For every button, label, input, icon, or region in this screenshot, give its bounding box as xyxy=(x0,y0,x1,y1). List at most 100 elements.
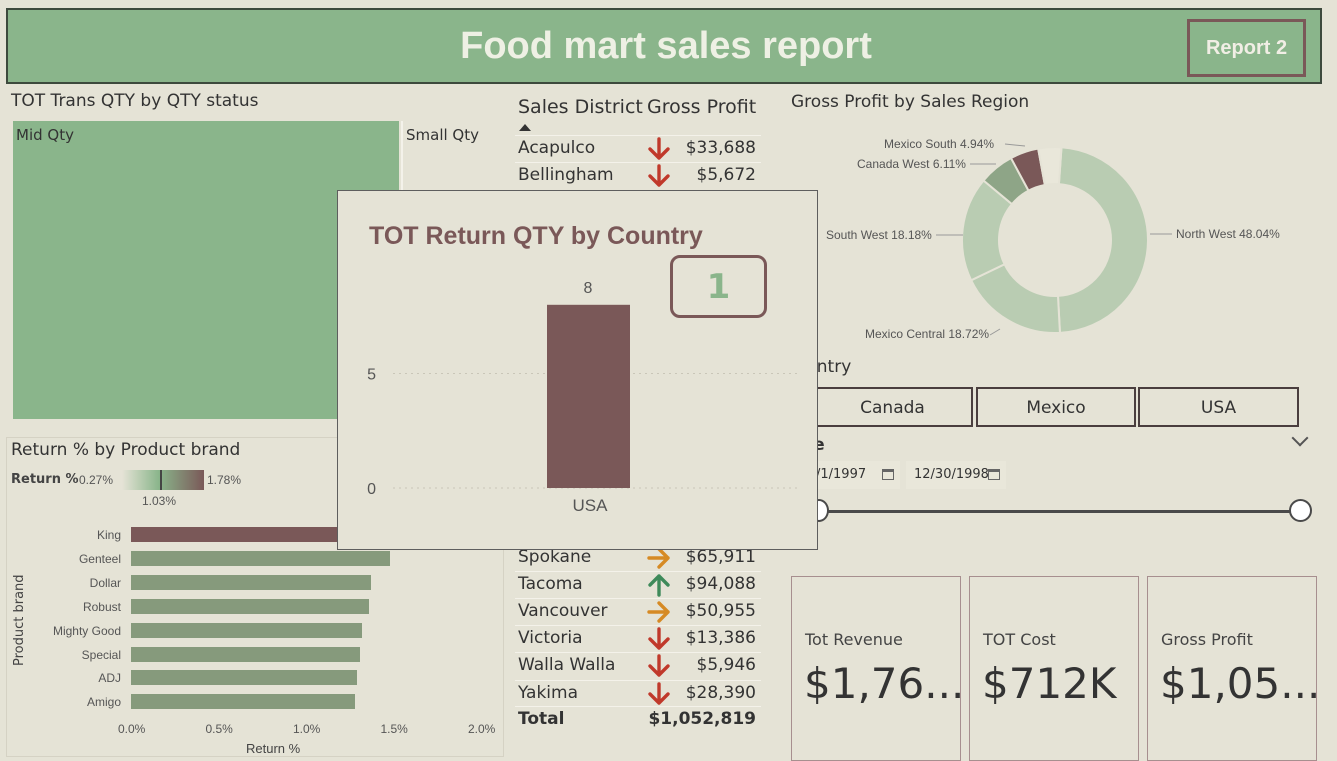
table-total-row: Total $1,052,819 xyxy=(515,706,761,729)
treemap-title: TOT Trans QTY by QTY status xyxy=(11,91,259,111)
kpi-card-revenue: Tot Revenue $1,76... xyxy=(791,576,965,761)
col-header-district[interactable]: Sales District xyxy=(518,96,643,118)
trend-down-arrow-icon xyxy=(647,164,671,188)
table-row[interactable]: Tacoma $94,088 xyxy=(515,571,761,598)
chevron-down-icon[interactable] xyxy=(1291,429,1309,447)
brand-bar[interactable] xyxy=(131,527,352,542)
treemap-cell-label: Small Qty xyxy=(406,126,479,144)
brand-label: Special xyxy=(81,647,121,662)
cell-profit: $28,390 xyxy=(685,682,756,703)
x-tick-label: 1.0% xyxy=(293,722,321,736)
date-end-value: 12/30/1998 xyxy=(914,467,989,482)
legend-min: 0.27% xyxy=(79,473,114,487)
col-header-profit[interactable]: Gross Profit xyxy=(647,96,757,118)
cell-district: Yakima xyxy=(518,682,579,703)
date-range-track[interactable] xyxy=(812,510,1302,513)
bar-data-label: 8 xyxy=(584,280,593,297)
cell-district: Acapulco xyxy=(518,138,596,158)
slicer-button-mexico[interactable]: Mexico xyxy=(976,387,1136,427)
trend-down-arrow-icon xyxy=(647,654,671,678)
y-tick-label: 0 xyxy=(367,481,376,498)
table-row[interactable]: Yakima $28,390 xyxy=(515,679,761,707)
sort-indicator-icon xyxy=(519,124,531,131)
table-row[interactable]: Vancouver $50,955 xyxy=(515,598,761,625)
popup-badge: 1 xyxy=(670,255,767,318)
donut-label-north-west: North West 48.04% xyxy=(1176,227,1280,241)
total-label: Total xyxy=(518,709,565,729)
donut-title: Gross Profit by Sales Region xyxy=(791,92,1030,112)
cell-profit: $33,688 xyxy=(685,138,756,158)
report-2-button[interactable]: Report 2 xyxy=(1187,19,1306,77)
donut-label-south-west: South West 18.18% xyxy=(826,228,932,242)
brand-bar[interactable] xyxy=(131,550,390,566)
total-value: $1,052,819 xyxy=(648,709,756,729)
treemap-cell-label: Mid Qty xyxy=(16,126,74,144)
card-value: $712K xyxy=(982,659,1117,708)
country-bar-chart: 0 5 8 USA xyxy=(367,280,798,515)
donut-slice[interactable] xyxy=(1036,146,1063,187)
legend-max: 1.78% xyxy=(207,473,242,487)
tooltip-popup: TOT Return QTY by Country 1 0 5 8 USA xyxy=(337,190,818,550)
cell-profit: $94,088 xyxy=(685,574,756,595)
date-end-input[interactable]: 12/30/1998 xyxy=(906,461,1006,489)
cell-profit: $5,672 xyxy=(696,165,756,186)
brand-bar[interactable] xyxy=(131,622,362,638)
trend-down-arrow-icon xyxy=(647,627,671,651)
popup-title: TOT Return QTY by Country xyxy=(369,222,703,250)
card-label: TOT Cost xyxy=(983,630,1056,649)
brand-bar[interactable] xyxy=(131,694,355,710)
brand-bar[interactable] xyxy=(131,646,361,662)
brand-bar[interactable] xyxy=(131,598,369,614)
treemap-cell-mid-qty[interactable]: Mid Qty xyxy=(13,121,399,419)
cell-district: Tacoma xyxy=(518,574,583,595)
y-tick-label: 5 xyxy=(367,367,376,384)
legend-gradient xyxy=(122,470,204,490)
report-header: Food mart sales report xyxy=(6,8,1322,84)
table-row[interactable]: Victoria $13,386 xyxy=(515,625,761,652)
table-row[interactable]: Acapulco $33,688 xyxy=(515,135,761,162)
brand-label: ADJ xyxy=(98,671,121,686)
date-range-end-handle[interactable] xyxy=(1289,499,1312,522)
card-label: Gross Profit xyxy=(1161,630,1253,649)
legend-label: Return % xyxy=(11,472,79,487)
brand-bar[interactable] xyxy=(131,670,357,686)
brand-label: Robust xyxy=(82,599,121,614)
legend-mid: 1.03% xyxy=(142,494,177,508)
donut-label-mexico-central: Mexico Central 18.72% xyxy=(865,327,990,341)
donut-label-mexico-south: Mexico South 4.94% xyxy=(884,137,995,151)
trend-up-arrow-icon xyxy=(647,573,671,597)
table-row[interactable]: Bellingham $5,672 xyxy=(515,162,761,189)
slicer-button-usa[interactable]: USA xyxy=(1138,387,1299,427)
cell-profit: $13,386 xyxy=(685,628,756,649)
donut-chart xyxy=(936,143,1172,336)
card-value: $1,05... xyxy=(1160,659,1321,708)
donut-slice[interactable] xyxy=(1056,146,1149,334)
trend-down-arrow-icon xyxy=(647,137,671,161)
calendar-icon[interactable] xyxy=(882,469,894,480)
country-bar[interactable] xyxy=(547,304,630,488)
legend-mid-marker xyxy=(160,470,162,490)
brand-bar[interactable] xyxy=(131,574,371,590)
cell-profit: $50,955 xyxy=(685,601,756,622)
cell-district: Walla Walla xyxy=(518,655,616,676)
card-label: Tot Revenue xyxy=(805,630,903,649)
card-value: $1,76... xyxy=(804,659,965,708)
x-tick-label: 2.0% xyxy=(468,722,496,736)
brand-label: Amigo xyxy=(86,695,121,710)
donut-leader-line xyxy=(1004,143,1026,147)
cell-district: Bellingham xyxy=(518,165,614,186)
cell-profit: $5,946 xyxy=(696,655,756,676)
brand-label: Dollar xyxy=(89,575,121,590)
table-row[interactable]: Walla Walla $5,946 xyxy=(515,652,761,679)
date-start-input[interactable]: /1/1997 xyxy=(808,461,900,489)
cell-district: Vancouver xyxy=(518,601,608,622)
return-chart-title: Return % by Product brand xyxy=(11,440,241,460)
x-tick-label: 1.5% xyxy=(380,722,408,736)
calendar-icon[interactable] xyxy=(988,469,1000,480)
x-category-label: USA xyxy=(573,496,609,515)
slicer-button-canada[interactable]: Canada xyxy=(812,387,973,427)
x-tick-label: 0.5% xyxy=(205,722,233,736)
brand-label: Genteel xyxy=(78,551,121,566)
kpi-card-cost: TOT Cost $712K xyxy=(969,576,1139,761)
date-start-value: /1/1997 xyxy=(816,467,867,482)
